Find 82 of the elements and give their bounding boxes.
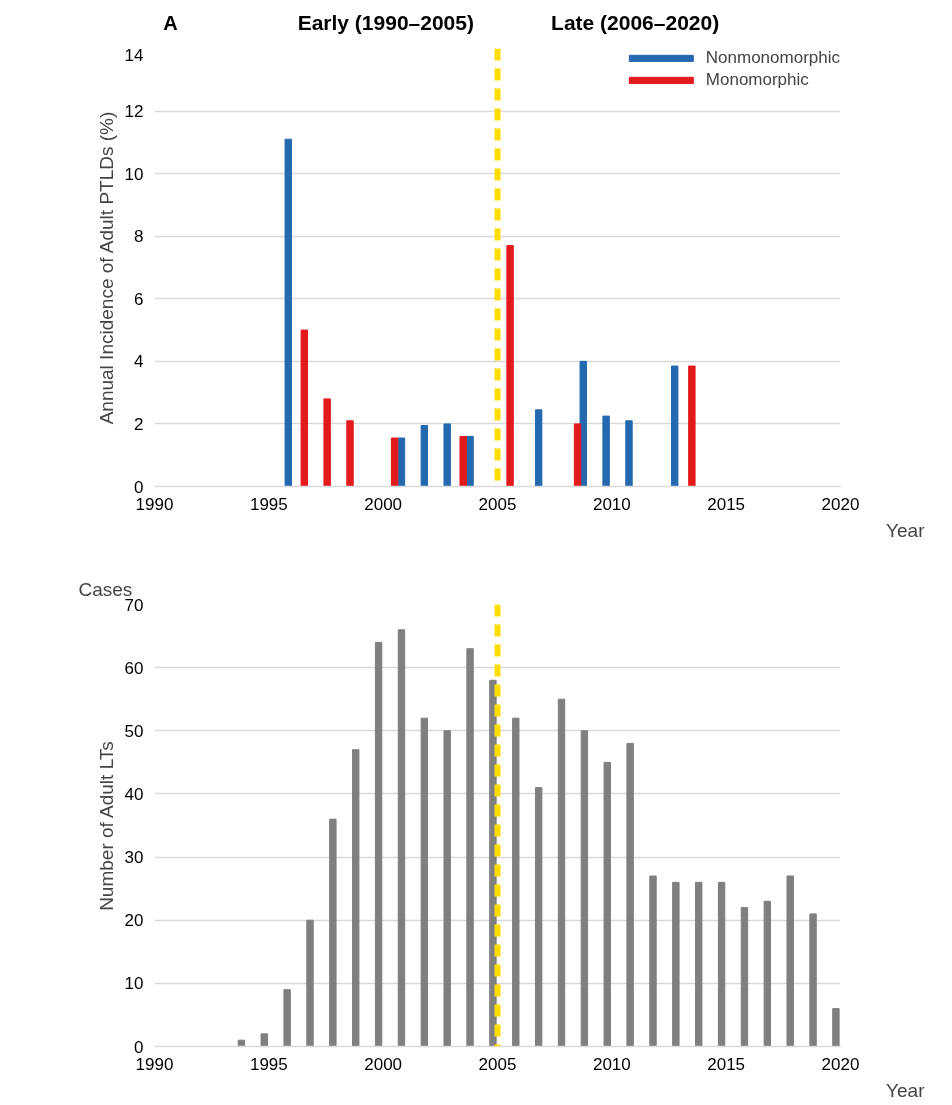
bar xyxy=(672,881,680,1047)
y-tick-label: 10 xyxy=(124,164,144,184)
bar xyxy=(420,717,429,1047)
bar xyxy=(466,435,474,487)
y-tick-label: 6 xyxy=(134,289,144,309)
x-axis-title: Year xyxy=(886,519,926,541)
y-tick-label: 10 xyxy=(124,974,144,994)
x-axis-title: Year xyxy=(886,1079,926,1101)
y-axis-title: Number of Adult LTs xyxy=(95,741,117,911)
y-tick-label: 60 xyxy=(124,658,144,678)
bar xyxy=(397,629,406,1047)
bar xyxy=(626,742,634,1047)
x-tick-label: 2000 xyxy=(364,494,403,514)
bar xyxy=(459,435,467,487)
y-tick-label: 30 xyxy=(124,848,144,868)
x-tick-label: 2020 xyxy=(821,494,860,514)
bar xyxy=(420,424,429,487)
bar xyxy=(580,730,589,1047)
bar xyxy=(512,717,520,1047)
bar xyxy=(763,900,772,1047)
y-tick-label: 0 xyxy=(134,1037,144,1057)
bar xyxy=(688,365,696,487)
bar xyxy=(832,1008,840,1047)
bar xyxy=(740,907,749,1047)
y-tick-label: 4 xyxy=(134,352,144,372)
y-tick-label: 0 xyxy=(134,477,144,497)
y-tick-label: 40 xyxy=(124,784,144,804)
bar xyxy=(809,913,817,1047)
text: Late (2006–2020) xyxy=(551,11,720,34)
y-tick-label: 20 xyxy=(124,911,144,931)
bar xyxy=(649,875,657,1047)
bar xyxy=(260,1033,268,1047)
bar xyxy=(352,749,360,1047)
bar xyxy=(506,245,514,487)
bar xyxy=(579,360,587,487)
y-tick-label: 8 xyxy=(134,227,144,247)
x-tick-label: 2010 xyxy=(592,1054,631,1074)
x-tick-label: 1990 xyxy=(135,1054,174,1074)
bar xyxy=(397,437,406,487)
bar xyxy=(717,881,726,1047)
x-tick-label: 2010 xyxy=(592,494,631,514)
text: Early (1990–2005) xyxy=(297,11,474,34)
bar xyxy=(573,423,582,487)
bar xyxy=(346,420,354,487)
x-tick-label: 2005 xyxy=(478,494,517,514)
bar xyxy=(323,398,331,487)
bar xyxy=(300,329,308,487)
bar xyxy=(534,409,543,487)
y-tick-label: 50 xyxy=(124,721,144,741)
x-tick-label: 2015 xyxy=(707,494,746,514)
legend-label: Nonmonomorphic xyxy=(705,48,840,68)
bar xyxy=(786,875,794,1047)
legend-label: Monomorphic xyxy=(705,70,809,90)
x-tick-label: 2020 xyxy=(821,1054,860,1074)
x-tick-label: 1995 xyxy=(249,1054,288,1074)
bar xyxy=(466,648,474,1047)
x-tick-label: 2015 xyxy=(707,1054,746,1074)
bar xyxy=(390,437,399,487)
bar xyxy=(534,787,543,1047)
text: A xyxy=(163,11,178,34)
y-tick-label: 12 xyxy=(124,102,144,122)
bar xyxy=(625,420,633,487)
bar xyxy=(284,138,292,487)
bar xyxy=(306,919,314,1047)
x-tick-label: 1995 xyxy=(249,494,288,514)
bar xyxy=(283,989,291,1047)
bar xyxy=(602,415,610,487)
bar xyxy=(443,730,451,1047)
y-axis-title: Annual Incidence of Adult PTLDs (%) xyxy=(95,111,117,425)
x-tick-label: 2000 xyxy=(364,1054,403,1074)
bar xyxy=(603,761,611,1047)
y-tick-label: 2 xyxy=(134,414,144,434)
x-tick-label: 1990 xyxy=(135,494,174,514)
bar xyxy=(557,698,566,1047)
bar xyxy=(329,818,337,1047)
x-tick-label: 2005 xyxy=(478,1054,517,1074)
bar xyxy=(489,679,497,1047)
bar xyxy=(695,881,703,1047)
bar xyxy=(671,365,679,487)
bar xyxy=(374,641,383,1047)
bar xyxy=(443,423,451,487)
y-tick-label: 14 xyxy=(124,45,144,65)
